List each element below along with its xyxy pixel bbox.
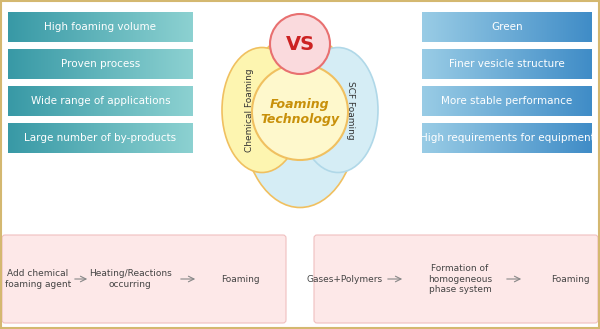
Text: Green: Green	[491, 22, 523, 32]
Text: Heating/Reactions
occurring: Heating/Reactions occurring	[89, 269, 172, 289]
Text: Large number of by-products: Large number of by-products	[25, 133, 176, 143]
Text: Foaming
Technology: Foaming Technology	[260, 98, 340, 126]
Ellipse shape	[298, 47, 378, 172]
Text: Foaming: Foaming	[221, 274, 259, 284]
FancyBboxPatch shape	[314, 235, 598, 323]
Text: VS: VS	[286, 35, 314, 54]
Text: Gases+Polymers: Gases+Polymers	[307, 274, 383, 284]
Text: More stable performance: More stable performance	[442, 96, 572, 106]
Text: Chemical Foaming: Chemical Foaming	[245, 68, 254, 152]
Ellipse shape	[242, 33, 358, 208]
Text: Formation of
homogeneous
phase system: Formation of homogeneous phase system	[428, 264, 492, 294]
Text: Finer vesicle structure: Finer vesicle structure	[449, 59, 565, 69]
Text: Add chemical
foaming agent: Add chemical foaming agent	[5, 269, 71, 289]
Text: Foaming: Foaming	[551, 274, 589, 284]
Text: Wide range of applications: Wide range of applications	[31, 96, 170, 106]
Circle shape	[270, 14, 330, 74]
Ellipse shape	[222, 47, 302, 172]
Circle shape	[252, 64, 348, 160]
Text: SCF Foaming: SCF Foaming	[346, 81, 355, 139]
Text: High requirements for equipment: High requirements for equipment	[419, 133, 595, 143]
Text: High foaming volume: High foaming volume	[44, 22, 157, 32]
FancyBboxPatch shape	[2, 235, 286, 323]
Text: Proven process: Proven process	[61, 59, 140, 69]
